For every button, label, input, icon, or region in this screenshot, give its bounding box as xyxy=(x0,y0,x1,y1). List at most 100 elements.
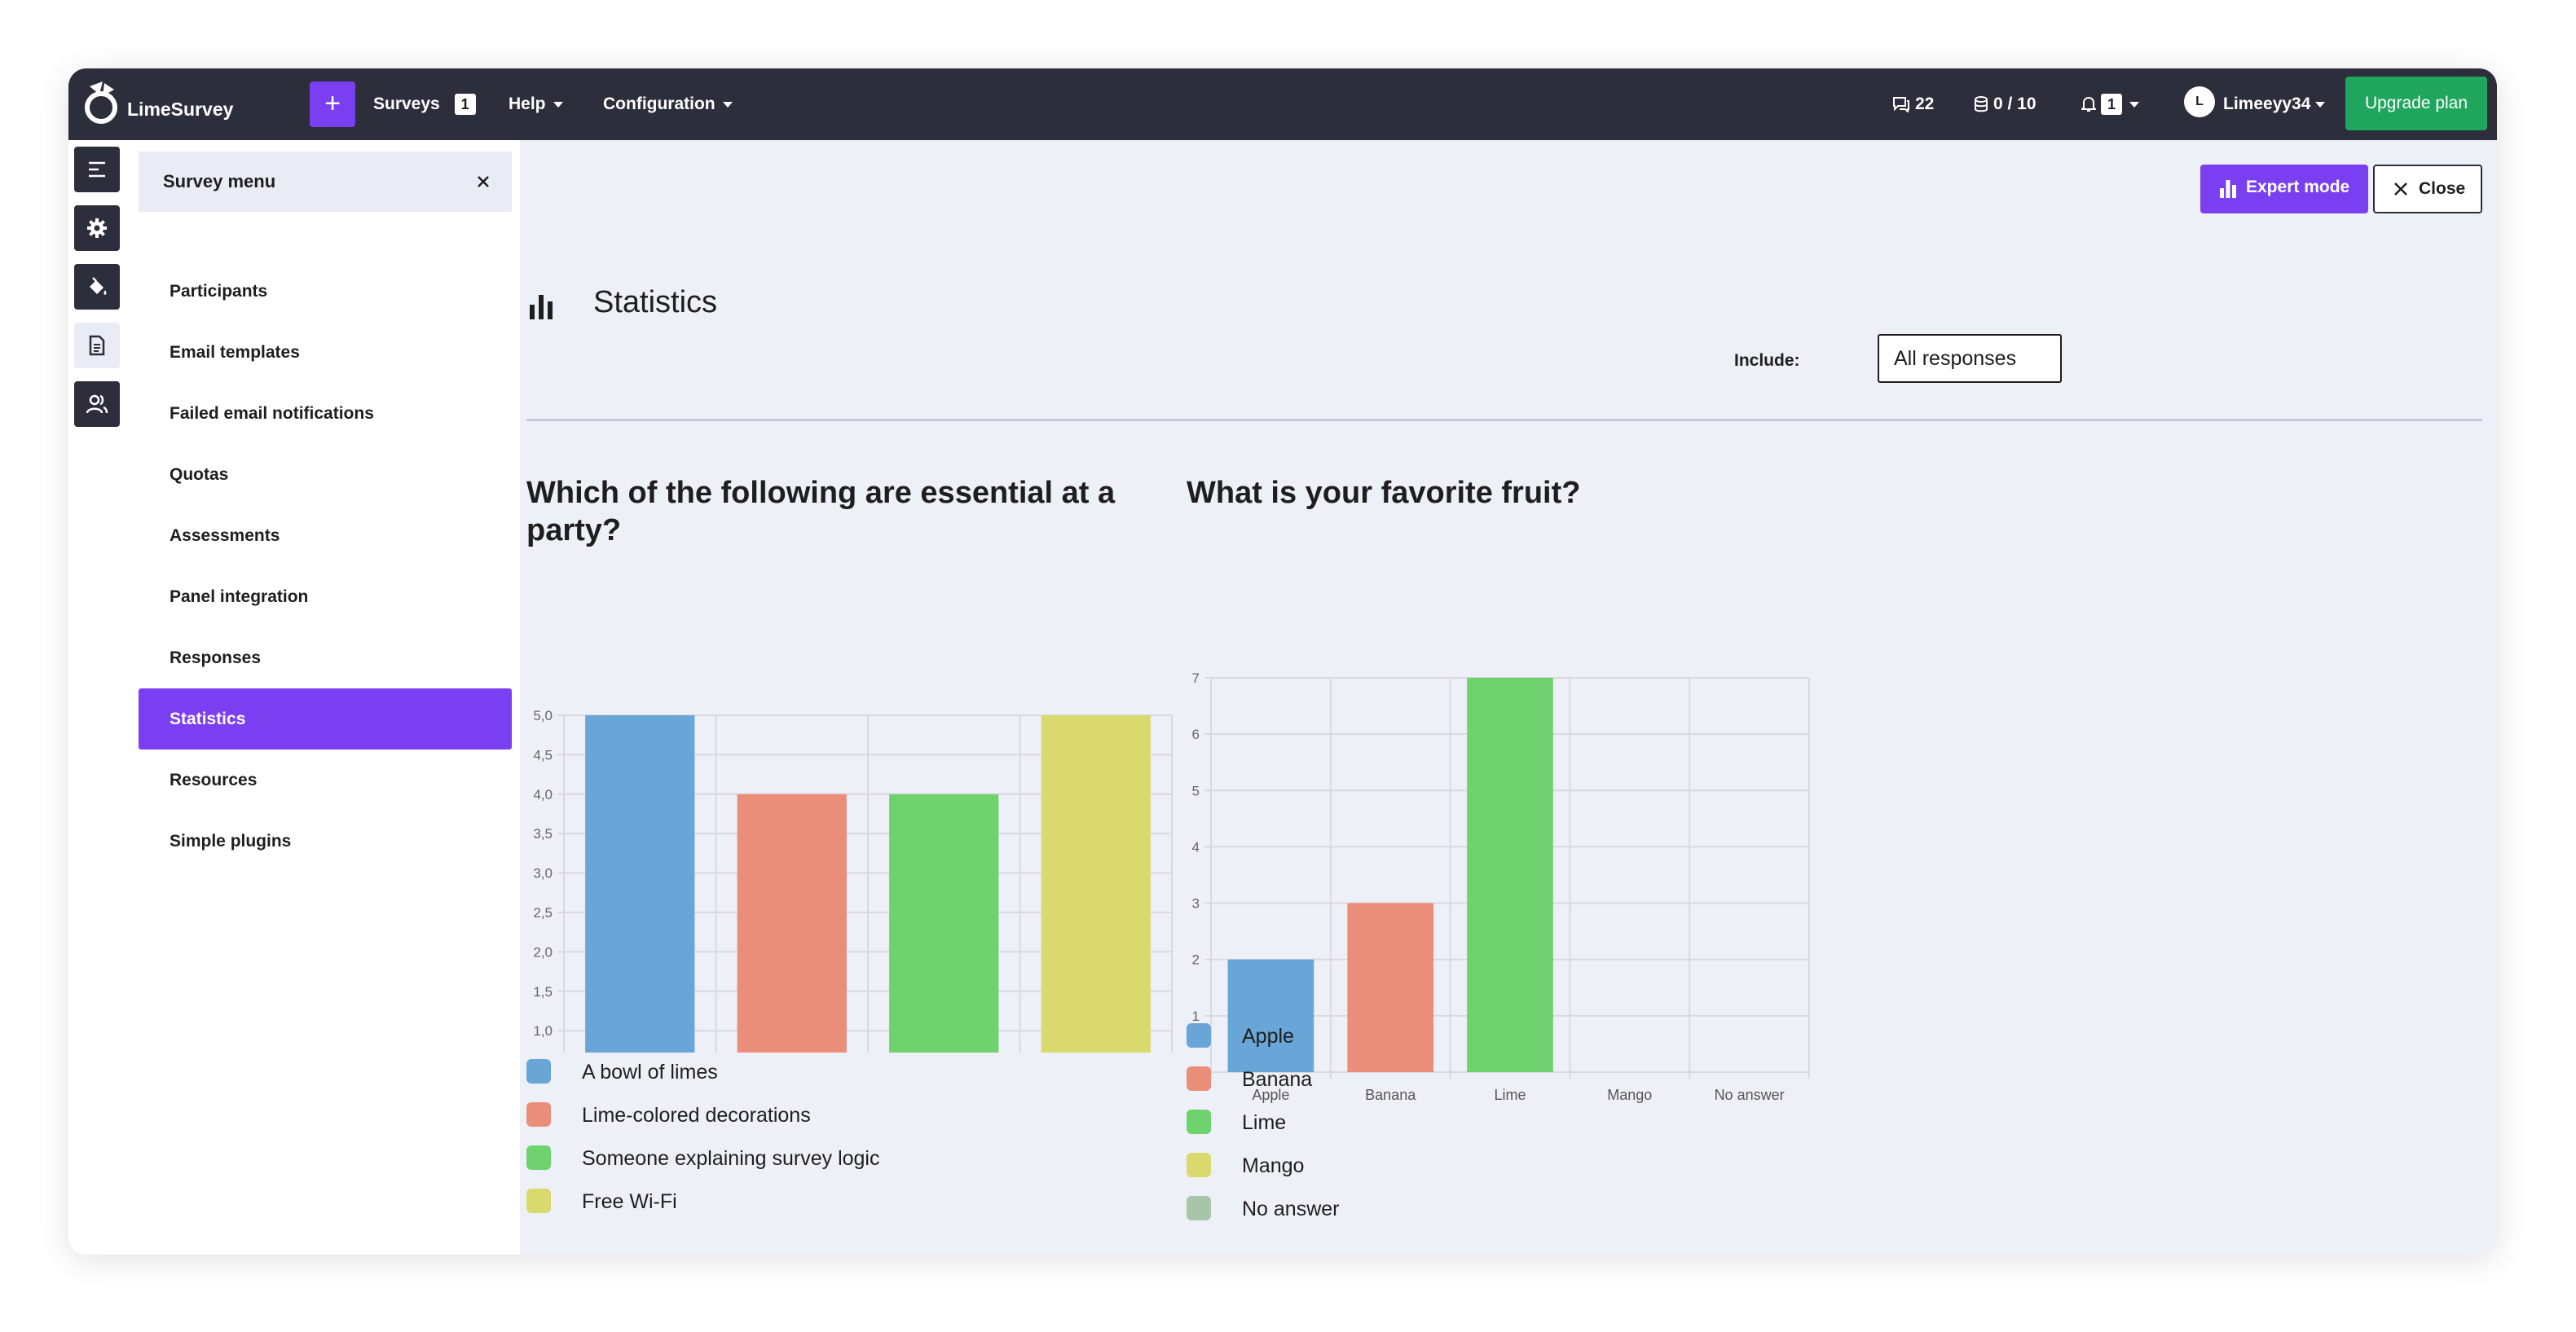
y-tick-label: 4,0 xyxy=(533,787,553,802)
menu-item-participants[interactable]: Participants xyxy=(170,282,268,301)
responses-count: 22 xyxy=(1915,95,1935,113)
app-window: LimeSurvey + Surveys 1 Help Configuratio… xyxy=(68,68,2497,1255)
user-menu[interactable]: Limeeyy34 xyxy=(2223,68,2326,140)
database-icon xyxy=(1975,96,1988,112)
legend-label: Banana xyxy=(1242,1068,1313,1091)
legend-swatch xyxy=(1187,1153,1211,1177)
nav-help-label: Help xyxy=(509,95,546,113)
legend-label: Lime xyxy=(1242,1111,1287,1134)
chart2-legend: Apple Banana Lime Mango No answer xyxy=(1187,1020,1676,1240)
y-tick-label: 2,0 xyxy=(533,944,553,960)
gear-icon xyxy=(87,218,107,238)
paint-bucket-icon xyxy=(90,277,107,295)
chevron-down-icon xyxy=(2129,101,2139,108)
y-tick-label: 1,5 xyxy=(533,984,553,1000)
y-tick-label: 3,5 xyxy=(533,826,553,842)
limesurvey-logo-icon[interactable] xyxy=(81,78,122,127)
legend-label: No answer xyxy=(1242,1198,1340,1220)
users-icon xyxy=(86,394,108,414)
top-navbar: LimeSurvey + Surveys 1 Help Configuratio… xyxy=(68,68,2497,140)
x-tick-label: Lime xyxy=(1494,1087,1526,1103)
storage-counter[interactable]: 0 / 10 xyxy=(1974,68,2037,140)
bar-1 xyxy=(1227,959,1314,1072)
rail-participants[interactable] xyxy=(74,381,120,427)
notifications-badge: 1 xyxy=(2101,94,2122,116)
y-tick-label: 2 xyxy=(1192,952,1200,968)
y-tick-label: 4,5 xyxy=(533,747,553,763)
survey-menu-title: Survey menu xyxy=(163,171,276,191)
bar-3 xyxy=(889,793,999,1053)
y-tick-label: 5,0 xyxy=(533,708,553,723)
bar-2 xyxy=(1347,903,1434,1072)
expert-mode-button[interactable]: Expert mode xyxy=(2200,165,2368,213)
chart1-svg: 00,51,01,52,02,53,03,54,04,55,0A bowl of… xyxy=(533,708,1173,1053)
notifications-menu[interactable]: 1 xyxy=(2080,68,2139,140)
legend-swatch xyxy=(526,1189,551,1213)
legend-label: Lime-colored decorations xyxy=(582,1104,811,1127)
rail-settings[interactable] xyxy=(74,205,120,251)
document-icon xyxy=(89,335,105,356)
rail-structure[interactable] xyxy=(74,323,120,368)
bar-1 xyxy=(585,715,695,1053)
y-tick-label: 7 xyxy=(1192,670,1200,686)
rail-toggle-menu[interactable] xyxy=(74,147,120,192)
legend-label: Free Wi-Fi xyxy=(582,1190,677,1213)
bar-chart-icon xyxy=(2220,180,2236,198)
chevron-down-icon xyxy=(2315,101,2326,108)
legend-swatch xyxy=(526,1059,551,1084)
bar-2 xyxy=(737,793,847,1053)
survey-menu: Survey menu Participants Email templates… xyxy=(139,140,520,1255)
avatar[interactable]: L xyxy=(2184,86,2215,117)
y-tick-label: 3 xyxy=(1192,896,1200,912)
close-menu-button[interactable] xyxy=(471,169,495,194)
menu-item-panel-integration[interactable]: Panel integration xyxy=(170,587,309,606)
menu-lines-icon xyxy=(89,161,105,178)
nav-surveys-label: Surveys xyxy=(373,95,440,113)
expert-mode-label: Expert mode xyxy=(2246,178,2350,196)
chart1-legend: A bowl of limes Lime-colored decorations S… xyxy=(526,1056,1097,1235)
legend-swatch xyxy=(1187,1066,1211,1091)
bell-icon xyxy=(2080,97,2098,112)
menu-item-resources[interactable]: Resources xyxy=(170,771,258,789)
rail-theme[interactable] xyxy=(74,264,120,310)
menu-item-simple-plugins[interactable]: Simple plugins xyxy=(170,832,292,851)
storage-value: 0 / 10 xyxy=(1993,95,2037,113)
x-tick-label: Apple xyxy=(1252,1087,1289,1103)
y-tick-label: 1 xyxy=(1192,1009,1200,1024)
chart2-title: What is your favorite fruit? xyxy=(1187,476,1581,510)
upgrade-plan-button[interactable]: Upgrade plan xyxy=(2345,77,2487,130)
create-survey-button[interactable]: + xyxy=(310,81,355,127)
close-button[interactable]: Close xyxy=(2373,165,2482,213)
nav-configuration[interactable]: Configuration xyxy=(603,68,733,140)
divider xyxy=(526,419,2482,421)
x-tick-label: Mango xyxy=(1607,1087,1652,1103)
nav-help[interactable]: Help xyxy=(509,68,563,140)
app-logo-text[interactable]: LimeSurvey xyxy=(127,99,234,120)
menu-item-statistics[interactable]: Statistics xyxy=(139,688,512,750)
nav-surveys[interactable]: Surveys 1 xyxy=(373,68,476,140)
chart2-svg: 01234567AppleBananaLimeMangoNo answer xyxy=(1192,670,1810,1103)
bar-4 xyxy=(1041,715,1151,1053)
legend-label: A bowl of limes xyxy=(582,1061,718,1084)
surveys-count-badge: 1 xyxy=(454,94,476,116)
y-tick-label: 6 xyxy=(1192,727,1200,742)
x-tick-label: No answer xyxy=(1715,1087,1785,1103)
bar-3 xyxy=(1467,678,1553,1072)
statistics-icon xyxy=(530,295,553,319)
responses-counter[interactable]: 22 xyxy=(1892,68,1934,140)
chat-icon xyxy=(1893,97,1909,114)
menu-item-quotas[interactable]: Quotas xyxy=(170,465,229,484)
menu-item-assessments[interactable]: Assessments xyxy=(170,526,280,545)
menu-item-failed-email-notifications[interactable]: Failed email notifications xyxy=(170,404,374,423)
user-name: Limeeyy34 xyxy=(2223,95,2311,113)
y-tick-label: 4 xyxy=(1192,839,1200,855)
include-select[interactable]: All responses xyxy=(1878,334,2062,383)
y-tick-label: 1,0 xyxy=(533,1023,553,1039)
menu-item-email-templates[interactable]: Email templates xyxy=(170,343,300,362)
menu-item-responses[interactable]: Responses xyxy=(170,648,262,667)
close-icon xyxy=(478,176,489,187)
legend-label: Someone explaining survey logic xyxy=(582,1147,880,1170)
legend-swatch xyxy=(526,1145,551,1170)
y-tick-label: 5 xyxy=(1192,783,1200,798)
close-label: Close xyxy=(2419,179,2466,198)
